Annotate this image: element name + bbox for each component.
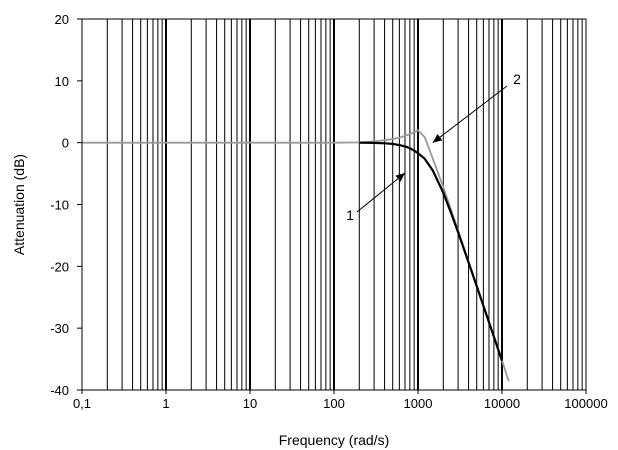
series-group <box>82 129 510 382</box>
annotation-label: 2 <box>513 71 521 87</box>
y-tick-label: 10 <box>55 74 69 89</box>
y-tick-label: -30 <box>50 321 69 336</box>
y-tick-label: -40 <box>50 383 69 398</box>
x-tick-label: 0,1 <box>73 396 91 411</box>
plot-frame <box>81 18 587 391</box>
x-axis-title: Frequency (rad/s) <box>279 432 389 448</box>
y-tick-label: 0 <box>62 136 69 151</box>
grid-lines <box>106 19 583 390</box>
annotation-arrowhead <box>432 134 443 143</box>
annotation-leader <box>356 172 406 213</box>
x-tick-label: 100000 <box>564 396 607 411</box>
x-tick-label: 100 <box>323 396 345 411</box>
annotation-label: 1 <box>346 207 354 223</box>
x-tick-label: 1 <box>162 396 169 411</box>
y-tick-label: -10 <box>50 198 69 213</box>
annotation-leader <box>432 85 508 144</box>
x-tick-label: 10000 <box>484 396 520 411</box>
tick-labels: 0,1 1 10 100 1000 10000 10000020100-10-20-30-4… <box>50 12 607 411</box>
y-axis-title: Attenuation (dB) <box>11 154 27 255</box>
annotation-group: 12 <box>346 71 521 223</box>
y-tick-label: 20 <box>55 12 69 27</box>
series-1-line <box>359 141 504 362</box>
series-2-line <box>82 129 510 382</box>
x-tick-label: 1000 <box>404 396 433 411</box>
y-tick-label: -20 <box>50 259 69 274</box>
x-tick-label: 10 <box>243 396 257 411</box>
annotation-arrowhead <box>395 173 405 182</box>
